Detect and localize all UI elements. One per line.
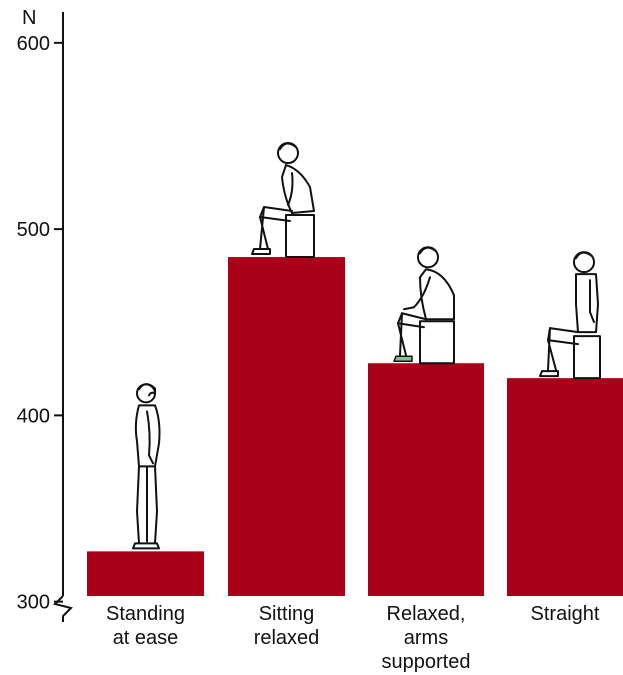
y-ticks: 300 400 500 600	[17, 33, 63, 614]
y-axis: N	[22, 7, 73, 622]
y-tick: 600	[17, 33, 63, 55]
standing-person-icon	[132, 383, 161, 550]
y-tick-label: 500	[17, 219, 50, 241]
y-tick-label: 400	[17, 405, 50, 427]
y-tick: 300	[17, 592, 63, 614]
category-label-line: arms	[404, 627, 448, 649]
category-label-line: Relaxed,	[387, 603, 466, 625]
y-tick-label: 600	[17, 33, 50, 55]
bar-4	[507, 378, 623, 596]
sitting-arms-supported-person-icon	[393, 246, 455, 365]
y-axis-unit-label: N	[22, 7, 36, 29]
sitting-relaxed-person-icon	[251, 142, 315, 259]
bar-1	[87, 551, 204, 596]
category-label-3: Relaxed, arms supported	[382, 603, 471, 673]
category-label-line: Standing	[106, 603, 185, 625]
figures-layer	[132, 142, 601, 550]
category-label-line: supported	[382, 651, 471, 673]
category-label-1: Standing at ease	[106, 603, 185, 649]
y-tick: 500	[17, 219, 63, 241]
sitting-straight-person-icon	[539, 251, 601, 380]
category-labels: Standing at ease Sitting relaxed Relaxed, arm…	[106, 603, 600, 673]
category-label-4: Straight	[531, 603, 600, 625]
category-label-line: Sitting	[259, 603, 315, 625]
category-label-line: relaxed	[254, 627, 320, 649]
bar-3	[368, 363, 484, 596]
y-tick: 400	[17, 405, 63, 427]
bar-2	[228, 257, 345, 596]
y-tick-label: 300	[17, 592, 50, 614]
category-label-2: Sitting relaxed	[254, 603, 320, 649]
axis-break-icon	[53, 595, 73, 622]
bars-layer	[87, 257, 623, 596]
category-label-line: Straight	[531, 603, 600, 625]
category-label-line: at ease	[113, 627, 179, 649]
